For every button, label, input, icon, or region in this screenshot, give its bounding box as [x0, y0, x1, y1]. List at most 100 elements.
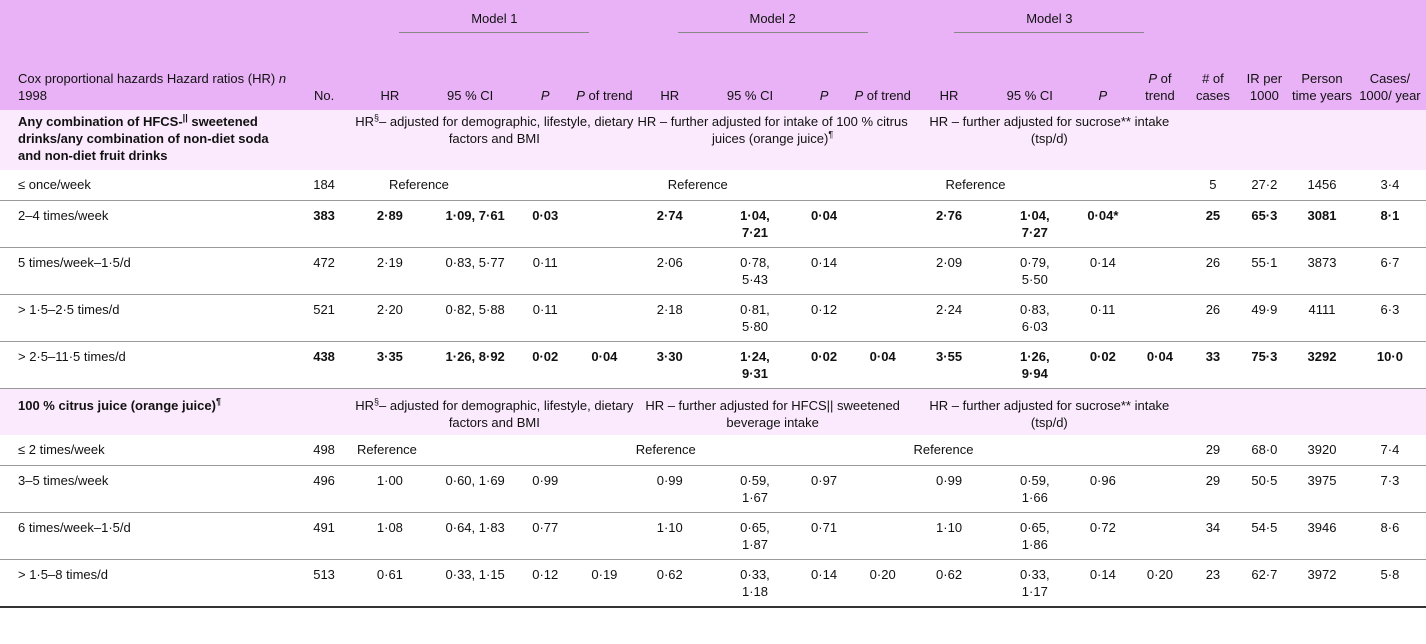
m3-hr-cell: 2·09 — [911, 247, 987, 295]
no-header: No. — [293, 33, 355, 110]
m1-ptrend-cell — [575, 294, 634, 342]
m3-ci-cell: 0·79, 5·50 — [986, 247, 1074, 295]
m2-reference: Reference — [633, 170, 795, 201]
m3-p-cell: 0·96 — [1073, 465, 1133, 513]
m2-p-cell: 0·12 — [794, 294, 854, 342]
m3-ptrend-cell — [1132, 512, 1188, 560]
hazard-ratio-table: Model 1 Model 2 Model 3 Cox proportional… — [0, 0, 1426, 608]
ir-cell: 27·2 — [1238, 170, 1291, 201]
section1-m2-note: HR – further adjusted for intake of 100 … — [633, 110, 912, 170]
section2-m3-note: HR – further adjusted for sucrose** inta… — [911, 388, 1188, 435]
table-row: 5 times/week–1·5/d 472 2·19 0·83, 5·77 0·11 2… — [0, 247, 1426, 295]
m2-hr-cell: 0·99 — [633, 465, 706, 513]
m2-ci-header: 95 % CI — [705, 33, 795, 110]
ir-cell: 54·5 — [1238, 512, 1291, 560]
m1-ptrend-cell — [575, 465, 634, 513]
cases-per-year-cell: 5·8 — [1353, 559, 1426, 608]
cases-cell: 26 — [1187, 294, 1239, 342]
ir-header: IR per 1000 — [1238, 33, 1291, 110]
m1-ci-cell: 1·09, 7·61 — [424, 200, 516, 248]
row-label: 3–5 times/week — [0, 465, 294, 513]
m2-p-cell: 0·04 — [794, 200, 854, 248]
m1-ci-cell: 0·64, 1·83 — [424, 512, 516, 560]
section1-m1-note: HR§– adjusted for demographic, lifestyle… — [354, 110, 634, 170]
m2-p-cell — [794, 170, 854, 201]
header-column-row: Cox proportional hazards Hazard ratios (… — [0, 33, 1426, 110]
m3-ci-cell: 1·26, 9·94 — [986, 341, 1074, 389]
m2-p-cell — [794, 435, 854, 466]
person-time-cell: 3873 — [1290, 247, 1354, 295]
m1-hr-cell: 2·20 — [354, 294, 425, 342]
cases-cell: 33 — [1187, 341, 1239, 389]
m3-ptrend-cell: 0·20 — [1132, 559, 1188, 608]
m2-hr-cell: 2·18 — [633, 294, 706, 342]
m1-ptrend-cell — [575, 170, 634, 201]
m1-p-cell: 0·11 — [515, 247, 576, 295]
no-cell: 496 — [293, 465, 355, 513]
no-cell: 521 — [293, 294, 355, 342]
m3-hr-cell: 2·76 — [911, 200, 987, 248]
m2-ptrend-header: P of trend — [853, 33, 912, 110]
no-cell: 438 — [293, 341, 355, 389]
m3-hr-cell: 0·99 — [911, 465, 987, 513]
m1-p-cell — [515, 170, 576, 201]
m3-ptrend-cell — [1132, 247, 1188, 295]
cases-cell: 23 — [1187, 559, 1239, 608]
m2-ci-cell: 0·33, 1·18 — [705, 559, 795, 608]
m3-ci-cell: 0·33, 1·17 — [986, 559, 1074, 608]
table-row: 6 times/week–1·5/d 491 1·08 0·64, 1·83 0·77 1… — [0, 512, 1426, 560]
section1-title: Any combination of HFCS-|| sweetened dri… — [0, 110, 294, 170]
table-row: 2–4 times/week 383 2·89 1·09, 7·61 0·03 2·74 1… — [0, 200, 1426, 248]
m3-p-cell: 0·14 — [1073, 559, 1133, 608]
m1-hr-cell: 3·35 — [354, 341, 425, 389]
person-time-cell: 3972 — [1290, 559, 1354, 608]
m2-ci-cell: 0·59, 1·67 — [705, 465, 795, 513]
m1-ci-cell: 0·82, 5·88 — [424, 294, 516, 342]
no-cell: 184 — [293, 170, 355, 201]
m2-p-cell: 0·71 — [794, 512, 854, 560]
m2-hr-header: HR — [633, 33, 706, 110]
row-label: 5 times/week–1·5/d — [0, 247, 294, 295]
m3-hr-cell: 3·55 — [911, 341, 987, 389]
m1-ptrend-cell: 0·04 — [575, 341, 634, 389]
m3-p-cell — [1073, 435, 1133, 466]
m1-hr-cell: 2·89 — [354, 200, 425, 248]
m3-ptrend-header: P of trend — [1132, 33, 1188, 110]
cases-per-year-cell: 6·3 — [1353, 294, 1426, 342]
row-label: ≤ 2 times/week — [0, 435, 294, 466]
m3-p-cell: 0·11 — [1073, 294, 1133, 342]
cases-per-year-header: Cases/ 1000/ year — [1353, 33, 1426, 110]
no-cell: 498 — [293, 435, 355, 466]
m1-p-cell: 0·12 — [515, 559, 576, 608]
m3-p-cell: 0·04* — [1073, 200, 1133, 248]
m2-hr-cell: 2·06 — [633, 247, 706, 295]
m3-ptrend-cell — [1132, 435, 1188, 466]
section2-title: 100 % citrus juice (orange juice)¶ — [0, 388, 294, 435]
section2-m1-note: HR§– adjusted for demographic, lifestyle… — [354, 388, 634, 435]
m3-p-cell: 0·72 — [1073, 512, 1133, 560]
m3-p-cell: 0·02 — [1073, 341, 1133, 389]
m1-ptrend-cell: 0·19 — [575, 559, 634, 608]
m3-ci-cell: 0·59, 1·66 — [986, 465, 1074, 513]
m1-p-cell: 0·02 — [515, 341, 576, 389]
m3-p-cell — [1073, 170, 1133, 201]
model2-header: Model 2 — [749, 11, 796, 26]
m2-p-header: P — [794, 33, 854, 110]
m1-p-cell: 0·11 — [515, 294, 576, 342]
ir-cell: 62·7 — [1238, 559, 1291, 608]
row-label: 6 times/week–1·5/d — [0, 512, 294, 560]
m2-hr-cell: 0·62 — [633, 559, 706, 608]
m2-p-cell: 0·14 — [794, 559, 854, 608]
m2-ptrend-cell: 0·20 — [853, 559, 912, 608]
m2-ci-cell: 1·24, 9·31 — [705, 341, 795, 389]
header-group-row: Model 1 Model 2 Model 3 — [0, 0, 1426, 33]
cases-cell: 26 — [1187, 247, 1239, 295]
m2-hr-cell: 1·10 — [633, 512, 706, 560]
m3-reference: Reference — [911, 170, 1074, 201]
cases-cell: 25 — [1187, 200, 1239, 248]
m1-ptrend-header: P of trend — [575, 33, 634, 110]
person-time-cell: 1456 — [1290, 170, 1354, 201]
m2-p-cell: 0·97 — [794, 465, 854, 513]
m3-ci-cell: 0·83, 6·03 — [986, 294, 1074, 342]
section2-row: 100 % citrus juice (orange juice)¶ HR§– … — [0, 388, 1426, 435]
